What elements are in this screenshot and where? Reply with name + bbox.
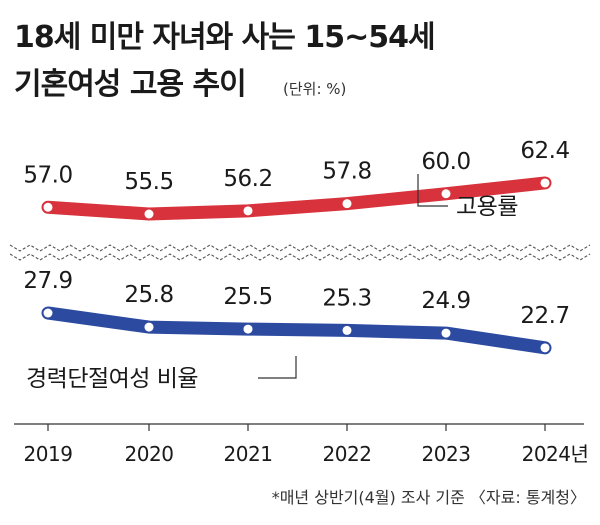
career-break-series-label: 경력단절여성 비율 <box>26 366 198 392</box>
career-break-point <box>342 325 352 335</box>
career-break-value-labels: 27.9 25.8 25.5 25.3 24.9 22.7 <box>23 268 570 329</box>
employment-value-labels: 57.0 55.5 56.2 57.8 60.0 62.4 <box>23 138 570 195</box>
employment-value-label: 57.8 <box>322 159 371 185</box>
x-tick-label: 2021 <box>224 442 273 466</box>
employment-callout-leader <box>417 174 448 207</box>
employment-point <box>342 199 352 209</box>
employment-point <box>540 178 550 188</box>
employment-point <box>144 209 154 219</box>
x-tick-label: 2023 <box>422 442 471 466</box>
career-break-point <box>441 328 451 338</box>
x-tick-label: 2019 <box>24 442 73 466</box>
axis-break-wave <box>9 253 591 261</box>
career-break-value-label: 22.7 <box>520 303 569 329</box>
career-break-point <box>144 322 154 332</box>
source-note: *매년 상반기(4월) 조사 기준 〈자료: 통계청〉 <box>272 488 586 507</box>
employment-line-layer <box>41 176 552 221</box>
employment-value-label: 56.2 <box>223 166 272 192</box>
axis-break <box>9 244 591 261</box>
employment-point <box>43 202 53 212</box>
x-tick-label: 2022 <box>323 442 372 466</box>
chart-title-line2: 기혼여성 고용 추이 <box>14 67 246 102</box>
chart-title-line1: 18세 미만 자녀와 사는 15~54세 <box>14 20 435 55</box>
axis-break-wave <box>9 244 591 252</box>
career-break-line-layer <box>41 306 552 355</box>
career-break-point <box>43 308 53 318</box>
career-break-value-label: 25.8 <box>124 282 173 308</box>
employment-point <box>243 206 253 216</box>
employment-line <box>41 176 552 221</box>
employment-point <box>441 189 451 199</box>
unit-label: (단위: %) <box>283 80 346 98</box>
career-break-value-label: 25.3 <box>322 285 371 311</box>
employment-value-label: 55.5 <box>124 169 173 195</box>
employment-value-label: 62.4 <box>520 138 569 164</box>
x-tick-label: 2020 <box>125 442 174 466</box>
career-break-value-label: 24.9 <box>421 288 470 314</box>
career-break-value-label: 25.5 <box>223 284 272 310</box>
career-break-callout-leader <box>258 356 297 379</box>
employment-series-label: 고용률 <box>456 194 518 220</box>
employment-value-label: 60.0 <box>421 149 470 175</box>
x-tick-label: 2024년 <box>522 442 589 466</box>
career-break-point <box>540 343 550 353</box>
career-break-value-label: 27.9 <box>23 268 72 294</box>
employment-value-label: 57.0 <box>23 162 72 188</box>
career-break-line <box>41 306 552 355</box>
career-break-point <box>243 324 253 334</box>
x-axis-ticks: 2019 2020 2021 2022 2023 2024년 <box>24 424 589 466</box>
